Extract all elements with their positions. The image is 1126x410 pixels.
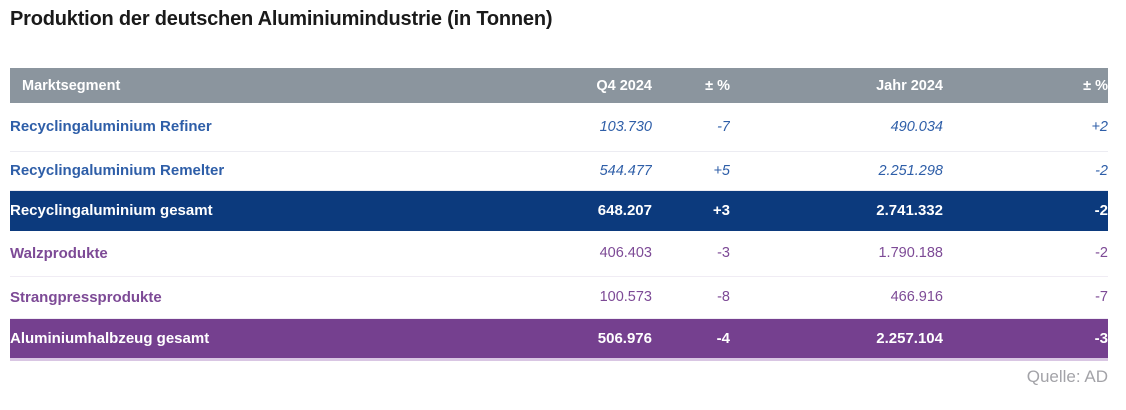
cell-year-value: 1.790.188 bbox=[878, 245, 943, 262]
table-row-remelter: Recyclingaluminium Remelter 544.477 +5 2… bbox=[10, 151, 1108, 190]
source-note: Quelle: AD bbox=[1026, 366, 1108, 386]
cell-q4-value: 406.403 bbox=[599, 245, 652, 262]
cell-year-pct: -7 bbox=[1095, 289, 1108, 305]
table-row-refiner: Recyclingaluminium Refiner 103.730 -7 49… bbox=[10, 103, 1108, 151]
page-title: Produktion der deutschen Aluminiumindust… bbox=[10, 8, 553, 30]
cell-year-pct: -2 bbox=[1095, 162, 1108, 179]
table-row-strangpressprodukte: Strangpressprodukte 100.573 -8 466.916 -… bbox=[10, 276, 1108, 318]
table-row-halbzeug-total: Aluminiumhalbzeug gesamt 506.976 -4 2.25… bbox=[10, 318, 1108, 359]
table-row-recycling-total: Recyclingaluminium gesamt 648.207 +3 2.7… bbox=[10, 190, 1108, 231]
cell-label: Strangpressprodukte bbox=[10, 288, 162, 306]
cell-q4-value: 100.573 bbox=[599, 289, 652, 305]
cell-q4-value: 506.976 bbox=[597, 329, 652, 347]
column-header-jahr-2024: Jahr 2024 bbox=[876, 77, 943, 94]
cell-label: Walzprodukte bbox=[10, 244, 108, 262]
cell-label: Aluminiumhalbzeug gesamt bbox=[10, 329, 210, 347]
cell-year-pct: -2 bbox=[1095, 245, 1108, 262]
cell-year-value: 2.251.298 bbox=[878, 162, 943, 179]
cell-q4-pct: -3 bbox=[717, 245, 730, 262]
cell-label: Recyclingaluminium Remelter bbox=[10, 162, 225, 179]
column-header-q4-pct: ± % bbox=[705, 77, 730, 94]
cell-year-pct: -3 bbox=[1094, 329, 1108, 347]
column-header-jahr-pct: ± % bbox=[1083, 77, 1108, 94]
cell-year-value: 2.741.332 bbox=[876, 202, 943, 220]
production-table: Marktsegment Q4 2024 ± % Jahr 2024 ± % R… bbox=[10, 68, 1108, 361]
cell-q4-value: 648.207 bbox=[597, 202, 652, 220]
cell-year-value: 2.257.104 bbox=[876, 329, 943, 347]
cell-q4-pct: -8 bbox=[717, 289, 730, 305]
cell-year-pct: -2 bbox=[1094, 202, 1108, 220]
cell-label: Recyclingaluminium Refiner bbox=[10, 118, 212, 136]
table-row-walzprodukte: Walzprodukte 406.403 -3 1.790.188 -2 bbox=[10, 231, 1108, 276]
cell-year-value: 490.034 bbox=[890, 118, 943, 135]
cell-label: Recyclingaluminium gesamt bbox=[10, 202, 213, 220]
cell-q4-pct: +5 bbox=[713, 162, 730, 179]
cell-year-pct: +2 bbox=[1091, 118, 1108, 135]
table-header-row: Marktsegment Q4 2024 ± % Jahr 2024 ± % bbox=[10, 68, 1108, 103]
cell-q4-pct: +3 bbox=[712, 202, 730, 220]
column-header-marktsegment: Marktsegment bbox=[22, 77, 121, 94]
cell-q4-value: 544.477 bbox=[599, 162, 652, 179]
cell-q4-pct: -4 bbox=[716, 329, 730, 347]
cell-q4-value: 103.730 bbox=[599, 118, 652, 135]
cell-q4-pct: -7 bbox=[717, 118, 730, 135]
cell-year-value: 466.916 bbox=[890, 289, 943, 305]
column-header-q4-2024: Q4 2024 bbox=[596, 77, 652, 94]
